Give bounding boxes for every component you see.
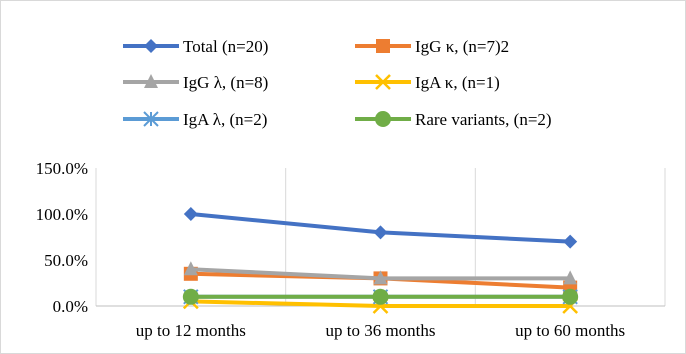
data-point (183, 261, 198, 276)
data-point (563, 270, 578, 285)
data-point (562, 288, 579, 305)
data-point (372, 288, 389, 305)
data-point (373, 225, 388, 240)
y-tick-label: 0.0% (53, 297, 88, 316)
x-tick-label: up to 12 months (136, 321, 246, 340)
legend-label: Total (n=20) (183, 37, 268, 56)
x-tick-label: up to 60 months (515, 321, 625, 340)
data-point (182, 288, 199, 305)
y-tick-label: 50.0% (44, 251, 88, 270)
data-point (183, 207, 198, 221)
legend-marker (376, 39, 390, 53)
data-point (563, 234, 578, 249)
legend-label: IgG κ, (n=7)2 (415, 37, 509, 56)
legend-marker (375, 111, 391, 127)
legend-label: IgA κ, (n=1) (415, 73, 500, 92)
y-tick-label: 150.0% (36, 159, 88, 178)
legend-marker (375, 74, 391, 90)
legend-label: IgA λ, (n=2) (183, 110, 267, 129)
legend-marker (143, 111, 159, 127)
y-tick-label: 100.0% (36, 205, 88, 224)
legend-label: Rare variants, (n=2) (415, 110, 552, 129)
legend-marker (144, 74, 158, 88)
legend-label: IgG λ, (n=8) (183, 73, 268, 92)
data-point (373, 270, 388, 285)
legend-marker (144, 39, 158, 53)
x-tick-label: up to 36 months (325, 321, 435, 340)
